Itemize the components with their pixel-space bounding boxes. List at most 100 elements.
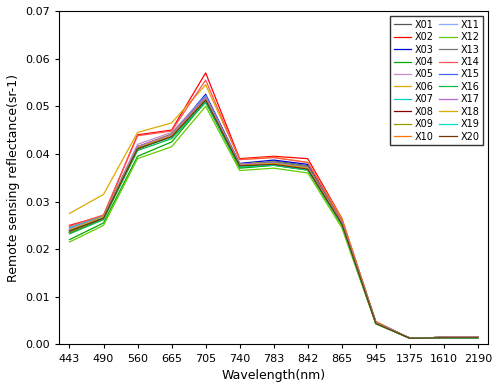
X13: [305, 165, 311, 170]
X04: [339, 223, 345, 228]
X15: [475, 335, 481, 340]
X01: [202, 99, 208, 104]
X17: [168, 133, 174, 137]
X11: [202, 97, 208, 102]
X14: [339, 217, 345, 222]
X08: [373, 321, 379, 325]
X08: [270, 161, 276, 165]
X13: [168, 133, 174, 137]
X03: [373, 320, 379, 325]
Line: X08: X08: [70, 99, 478, 338]
X03: [168, 133, 174, 137]
X09: [475, 335, 481, 340]
X20: [168, 134, 174, 139]
X14: [475, 335, 481, 340]
Line: X03: X03: [70, 94, 478, 338]
X10: [100, 214, 106, 219]
X12: [441, 335, 447, 340]
X07: [407, 336, 413, 341]
X05: [305, 165, 311, 169]
X20: [66, 229, 72, 233]
X07: [236, 162, 242, 167]
X19: [66, 229, 72, 233]
X13: [134, 145, 140, 150]
X01: [441, 335, 447, 340]
X17: [407, 336, 413, 341]
X06: [441, 335, 447, 340]
X03: [100, 216, 106, 221]
X15: [66, 228, 72, 233]
X19: [305, 167, 311, 172]
X03: [134, 144, 140, 149]
Line: X02: X02: [70, 73, 478, 338]
Line: X05: X05: [70, 96, 478, 338]
X20: [236, 163, 242, 168]
X12: [270, 166, 276, 170]
X18: [236, 163, 242, 168]
Line: X11: X11: [70, 99, 478, 338]
X15: [100, 214, 106, 219]
X16: [373, 321, 379, 326]
X19: [100, 216, 106, 221]
X07: [305, 165, 311, 169]
X17: [134, 144, 140, 149]
X20: [270, 162, 276, 167]
X08: [202, 97, 208, 102]
X06: [475, 335, 481, 340]
X13: [407, 336, 413, 341]
X10: [373, 321, 379, 325]
X19: [134, 146, 140, 151]
X08: [100, 216, 106, 221]
X18: [100, 214, 106, 219]
X11: [373, 321, 379, 325]
X18: [373, 321, 379, 325]
X15: [202, 95, 208, 99]
X12: [305, 171, 311, 175]
X16: [202, 100, 208, 105]
X08: [305, 165, 311, 170]
X11: [100, 214, 106, 219]
Line: X04: X04: [70, 102, 478, 338]
Line: X19: X19: [70, 100, 478, 338]
X01: [407, 336, 413, 341]
X19: [441, 335, 447, 340]
X13: [373, 320, 379, 325]
X19: [236, 164, 242, 168]
Y-axis label: Remote sensing reflectance(sr-1): Remote sensing reflectance(sr-1): [7, 74, 20, 282]
X15: [168, 133, 174, 137]
X15: [270, 161, 276, 165]
X08: [475, 335, 481, 340]
X02: [475, 335, 481, 340]
X09: [373, 320, 379, 325]
X05: [373, 320, 379, 325]
X12: [475, 335, 481, 340]
X12: [134, 156, 140, 161]
X02: [202, 70, 208, 75]
X15: [305, 165, 311, 170]
X02: [441, 335, 447, 340]
X10: [202, 97, 208, 102]
X11: [441, 335, 447, 340]
X17: [270, 161, 276, 165]
X13: [66, 229, 72, 233]
Line: X18: X18: [70, 99, 478, 338]
X05: [270, 159, 276, 164]
X02: [100, 214, 106, 218]
X19: [270, 163, 276, 167]
X20: [475, 335, 481, 340]
Line: X12: X12: [70, 106, 478, 338]
X20: [305, 167, 311, 172]
X05: [100, 214, 106, 218]
X10: [407, 336, 413, 341]
Line: X15: X15: [70, 97, 478, 338]
X06: [100, 192, 106, 197]
X07: [475, 335, 481, 340]
X01: [236, 163, 242, 168]
X02: [339, 216, 345, 221]
X12: [236, 168, 242, 173]
X09: [100, 216, 106, 221]
X08: [339, 221, 345, 225]
X09: [134, 144, 140, 149]
X18: [339, 221, 345, 226]
X06: [373, 319, 379, 324]
